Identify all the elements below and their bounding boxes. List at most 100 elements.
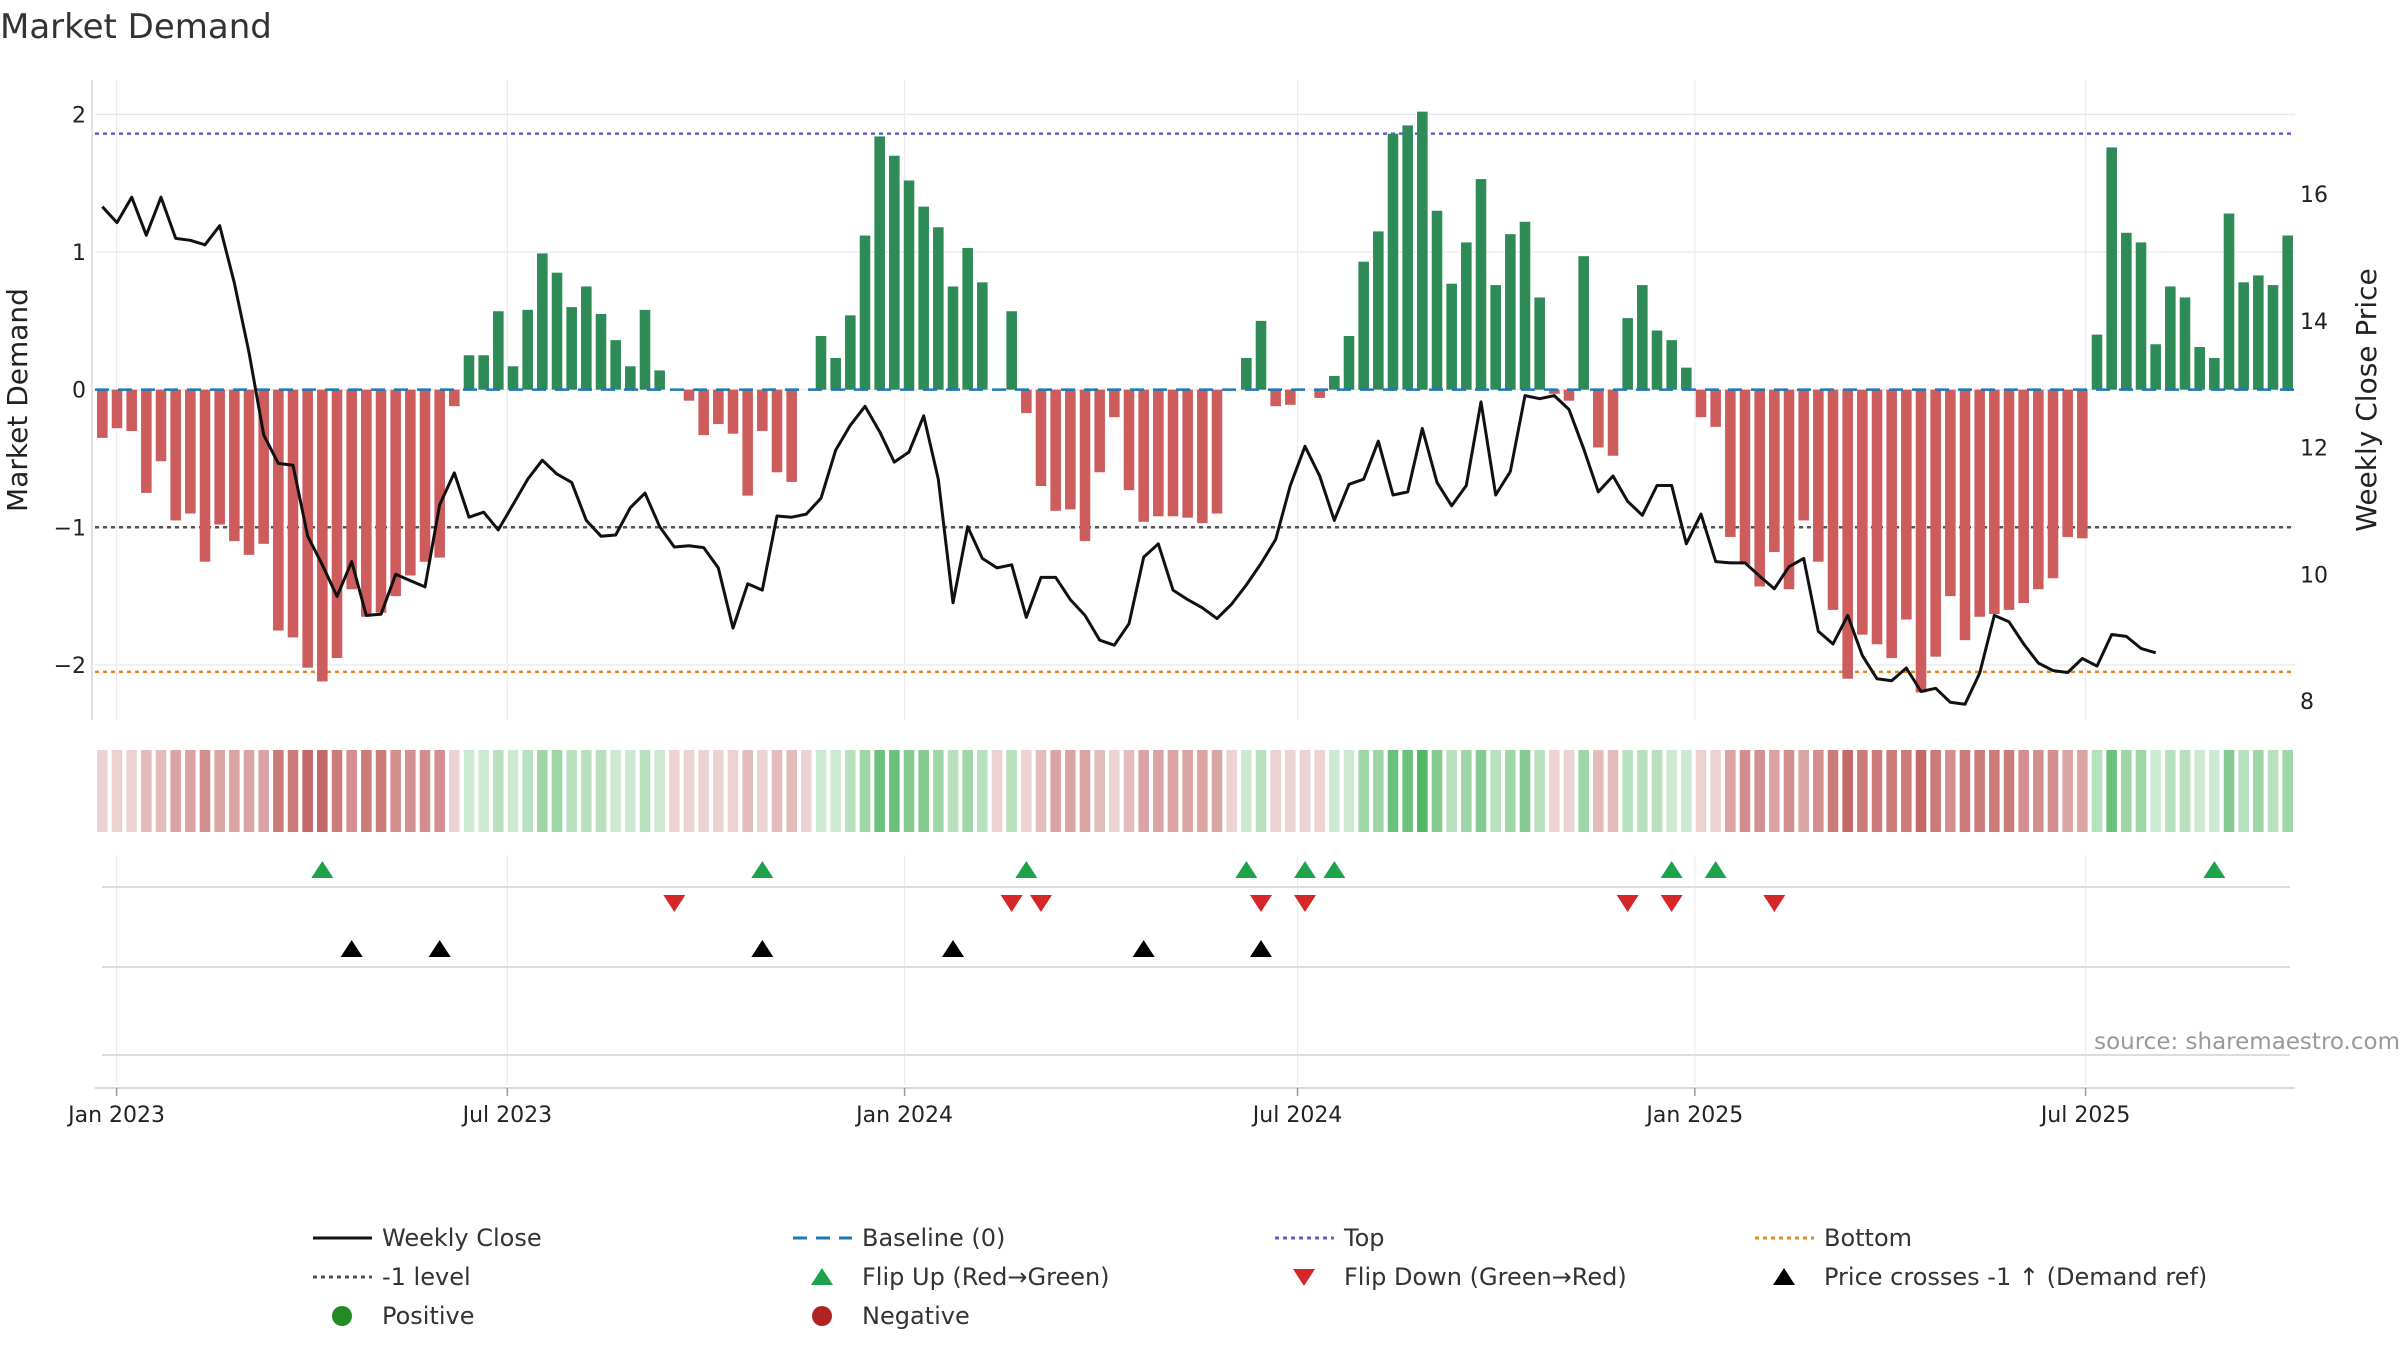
strip-cell (2194, 750, 2205, 832)
legend-item: Baseline (0) (793, 1224, 1005, 1252)
strip-cell (1857, 750, 1868, 832)
bar-positive (537, 253, 548, 390)
bar-positive (1446, 283, 1457, 390)
price-series (101, 195, 2157, 706)
bar-negative (126, 389, 137, 431)
bar-negative (331, 389, 343, 659)
bar-negative (111, 389, 123, 429)
bar-negative (742, 389, 753, 496)
y2-tick-label: 16 (2300, 183, 2328, 208)
strip-cell (1167, 750, 1179, 832)
legend-label: Price crosses -1 ↑ (Demand ref) (1824, 1263, 2207, 1291)
strip-cell (918, 750, 929, 832)
strip-cell (815, 750, 827, 832)
strip-cell (361, 750, 372, 832)
strip-cell (2062, 750, 2073, 832)
strip-cell (1607, 750, 1619, 832)
bar-positive (1417, 111, 1428, 390)
bar-negative (199, 389, 211, 562)
y-tick-label: 2 (72, 103, 86, 128)
flip-down-row (663, 895, 1786, 912)
bar-negative (1783, 389, 1795, 590)
strip-cell (2209, 750, 2220, 832)
bar-negative (155, 389, 167, 462)
strip-cell (141, 750, 152, 832)
x-tick-label: Jul 2023 (461, 1103, 553, 1128)
bar-positive (903, 180, 915, 390)
bar-negative (1079, 389, 1091, 542)
y-axis-ticks: 2 1 0 −1 −2 (54, 103, 86, 679)
bar-negative (1035, 389, 1047, 487)
bar-negative (1798, 389, 1809, 521)
bar-positive (859, 235, 871, 390)
bar-negative (727, 389, 739, 434)
strip-cell (742, 750, 753, 832)
bar-negative (1754, 389, 1765, 587)
bar-negative (1886, 389, 1897, 659)
bar-positive (2223, 213, 2235, 390)
bar-positive (654, 370, 665, 390)
legend-item: Top (1275, 1224, 1385, 1252)
flip-down-marker (1030, 895, 1052, 912)
y2-tick-label: 12 (2300, 437, 2328, 462)
bar-positive (977, 282, 988, 390)
x-tick-label: Jan 2025 (1644, 1103, 1743, 1128)
bar-positive (2121, 232, 2132, 390)
strip-cell (1123, 750, 1135, 832)
strip-cell (1065, 750, 1076, 832)
flip-up-marker (1015, 861, 1038, 878)
strip-cell (1373, 750, 1384, 832)
strip-cell (1329, 750, 1340, 832)
strip-cell (1622, 750, 1633, 832)
bar-negative (713, 389, 724, 425)
source-text: source: sharemaestro.com (2094, 1029, 2400, 1055)
bar-negative (2033, 389, 2044, 590)
bar-positive (2150, 344, 2161, 390)
demand-heat-strip (97, 750, 2293, 832)
bar-negative (317, 389, 328, 682)
strip-cell (170, 750, 181, 832)
strip-cell (1226, 750, 1237, 832)
strip-cell (727, 750, 739, 832)
strip-cell (1505, 750, 1516, 832)
x-tick-label: Jan 2023 (66, 1103, 165, 1128)
bar-negative (1769, 389, 1780, 553)
y-tick-label: 0 (72, 379, 86, 404)
strip-cell (1534, 750, 1545, 832)
bar-negative (1813, 389, 1824, 562)
bar-negative (1094, 389, 1105, 473)
strip-cell (889, 750, 900, 832)
strip-cell (1871, 750, 1883, 832)
flip-down-marker (1250, 895, 1272, 912)
strip-cell (405, 750, 416, 832)
strip-cell (2165, 750, 2176, 832)
strip-cell (1725, 750, 1736, 832)
strip-cell (1211, 750, 1223, 832)
strip-cell (654, 750, 665, 832)
strip-cell (1079, 750, 1091, 832)
bar-negative (1050, 389, 1061, 511)
bar-negative (449, 389, 460, 407)
legend-item: Negative (812, 1302, 970, 1330)
strip-cell (258, 750, 269, 832)
bar-positive (1534, 297, 1545, 390)
bar-negative (1695, 389, 1707, 418)
strip-cell (2047, 750, 2059, 832)
bar-positive (1637, 285, 1648, 390)
strip-cell (449, 750, 460, 832)
bar-negative (1607, 389, 1619, 456)
strip-cell (287, 750, 299, 832)
y-tick-label: −1 (54, 516, 86, 541)
bar-negative (1549, 389, 1560, 394)
strip-cell (2179, 750, 2191, 832)
strip-cell (375, 750, 387, 832)
strip-cell (625, 750, 636, 832)
bar-negative (287, 389, 299, 638)
bar-positive (1622, 318, 1633, 390)
legend-dot-icon (812, 1306, 832, 1326)
strip-cell (903, 750, 915, 832)
strip-cell (801, 750, 812, 832)
flip-up-marker (311, 861, 334, 878)
bar-negative (405, 389, 416, 576)
strip-cell (2135, 750, 2147, 832)
